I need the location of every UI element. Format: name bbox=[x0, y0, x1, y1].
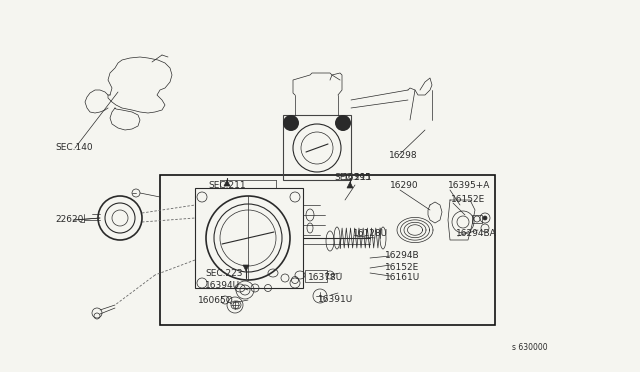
Text: 16294BA: 16294BA bbox=[456, 228, 497, 237]
Bar bbox=[195, 188, 303, 288]
Text: 16128U: 16128U bbox=[353, 228, 388, 237]
Text: 16298: 16298 bbox=[389, 151, 418, 160]
Bar bbox=[305, 270, 327, 282]
Text: 16065Q: 16065Q bbox=[198, 295, 234, 305]
Bar bbox=[160, 175, 495, 325]
Text: SEC.211: SEC.211 bbox=[208, 182, 246, 190]
Circle shape bbox=[335, 115, 351, 131]
Polygon shape bbox=[224, 180, 230, 186]
Text: s 630000: s 630000 bbox=[512, 343, 548, 353]
Text: 16391U: 16391U bbox=[318, 295, 353, 305]
Text: 16378U: 16378U bbox=[308, 273, 343, 282]
Text: 16290: 16290 bbox=[390, 180, 419, 189]
Text: SEC.211: SEC.211 bbox=[334, 173, 372, 183]
Text: 16294B: 16294B bbox=[385, 251, 420, 260]
Polygon shape bbox=[347, 182, 353, 188]
Text: 16152E: 16152E bbox=[451, 196, 485, 205]
Text: 16395: 16395 bbox=[343, 173, 372, 183]
Bar bbox=[472, 215, 482, 223]
Text: 16161U: 16161U bbox=[385, 273, 420, 282]
Circle shape bbox=[283, 115, 299, 131]
Polygon shape bbox=[243, 265, 249, 271]
Text: 16394U: 16394U bbox=[205, 280, 240, 289]
Bar bbox=[283, 115, 351, 180]
Text: SEC.223: SEC.223 bbox=[205, 269, 243, 278]
Circle shape bbox=[483, 216, 487, 220]
Text: 22620: 22620 bbox=[55, 215, 83, 224]
Text: 16152E: 16152E bbox=[385, 263, 419, 272]
Text: SEC.140: SEC.140 bbox=[55, 144, 93, 153]
Text: 16395+A: 16395+A bbox=[448, 180, 490, 189]
